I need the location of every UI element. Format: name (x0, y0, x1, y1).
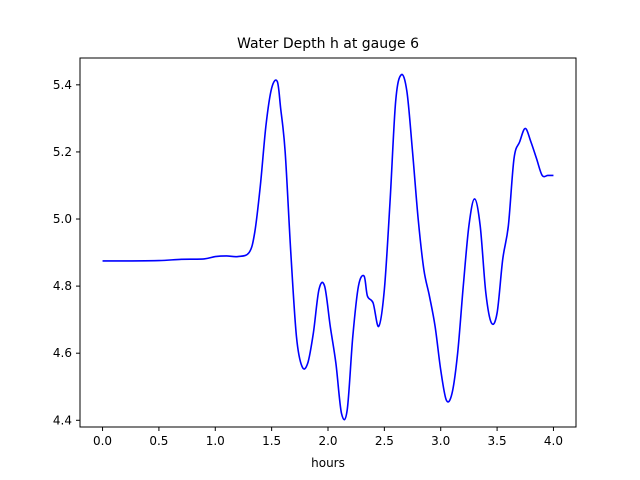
x-tick-label: 1.0 (206, 434, 225, 448)
x-tick-label: 4.0 (544, 434, 563, 448)
x-tick-label: 1.5 (262, 434, 281, 448)
y-tick-label: 5.4 (53, 78, 72, 92)
plot-frame (79, 57, 577, 428)
y-tick-label: 4.8 (53, 279, 72, 293)
x-axis-label: hours (311, 456, 345, 470)
y-tick-label: 5.0 (53, 212, 72, 226)
series-line (102, 73, 554, 421)
x-tick-label: 3.0 (431, 434, 450, 448)
x-tick-label: 2.5 (375, 434, 394, 448)
x-tick-label: 2.0 (318, 434, 337, 448)
x-tick-label: 0.5 (149, 434, 168, 448)
chart-title: Water Depth h at gauge 6 (237, 36, 419, 52)
series-layer (102, 73, 554, 421)
y-tick-label: 5.2 (53, 145, 72, 159)
y-axis: 4.4 4.6 4.8 5.0 5.2 5.4 (53, 78, 80, 427)
y-tick-label: 4.6 (53, 346, 72, 360)
x-tick-label: 0.0 (93, 434, 112, 448)
x-axis: 0.0 0.5 1.0 1.5 2.0 2.5 3.0 3.5 4.0 (93, 427, 563, 448)
y-tick-label: 4.4 (53, 413, 72, 427)
x-tick-label: 3.5 (488, 434, 507, 448)
